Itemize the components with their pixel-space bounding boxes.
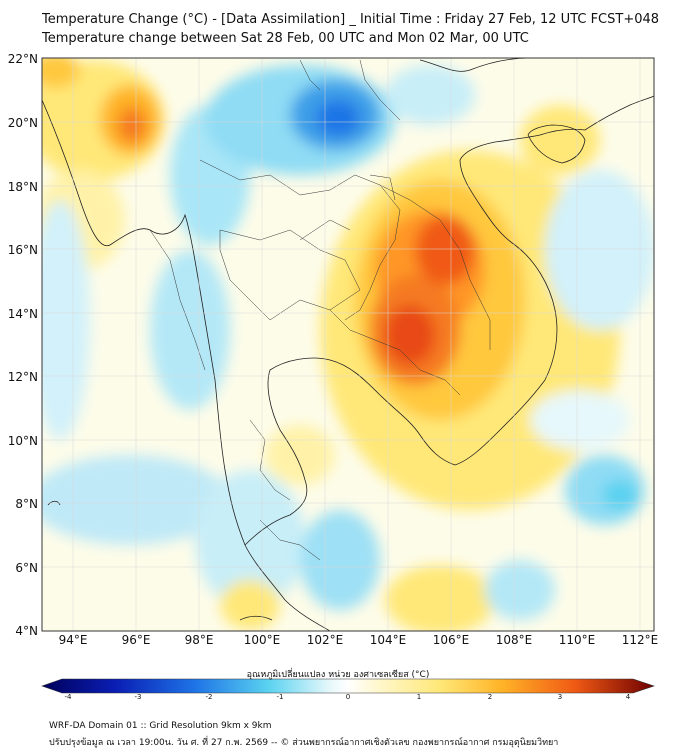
lon-label: 100°E <box>243 633 281 647</box>
map-frame <box>41 57 655 632</box>
colorbar-tick: 4 <box>625 693 631 701</box>
colorbar-tick: -3 <box>134 693 142 701</box>
lon-label: 110°E <box>558 633 596 647</box>
lon-label: 106°E <box>432 633 470 647</box>
lon-label: 112°E <box>621 633 659 647</box>
lon-label: 96°E <box>121 633 151 647</box>
lat-label: 18°N <box>7 180 38 194</box>
footer-credit: ปรับปรุงข้อมูล ณ เวลา 19:00น. วัน ศ. ที่… <box>49 738 559 748</box>
lon-label: 94°E <box>58 633 88 647</box>
admin-borders <box>149 59 491 561</box>
chart-title: Temperature Change (°C) - [Data Assimila… <box>42 12 660 27</box>
colorbar-tick: 2 <box>487 693 493 701</box>
colorbar-label: อุณหภูมิเปลี่ยนแปลง หน่วย องศาเซลเซียส (… <box>246 670 430 680</box>
lat-label: 16°N <box>7 243 38 257</box>
colorbar-tick: 1 <box>416 693 422 701</box>
lon-label: 104°E <box>369 633 407 647</box>
colorbar <box>41 678 655 694</box>
lat-label: 14°N <box>7 307 38 321</box>
colorbar-tick: 0 <box>345 693 351 701</box>
lat-label: 6°N <box>15 561 38 575</box>
chart-subtitle: Temperature change between Sat 28 Feb, 0… <box>42 31 529 46</box>
lon-label: 108°E <box>495 633 533 647</box>
lat-label: 12°N <box>7 370 38 384</box>
lat-label: 22°N <box>7 52 38 66</box>
lon-label: 102°E <box>306 633 344 647</box>
colorbar-tick: -2 <box>205 693 213 701</box>
lat-label: 4°N <box>15 624 38 638</box>
footer-model-info: WRF-DA Domain 01 :: Grid Resolution 9km … <box>49 721 272 731</box>
colorbar-tick: -1 <box>276 693 284 701</box>
lat-label: 8°N <box>15 497 38 511</box>
colorbar-tick: -4 <box>64 693 72 701</box>
graticule <box>42 58 654 631</box>
coastlines <box>42 58 654 631</box>
lat-label: 10°N <box>7 434 38 448</box>
temperature-field <box>42 58 654 631</box>
lon-label: 98°E <box>184 633 214 647</box>
lat-label: 20°N <box>7 116 38 130</box>
colorbar-tick: 3 <box>557 693 563 701</box>
